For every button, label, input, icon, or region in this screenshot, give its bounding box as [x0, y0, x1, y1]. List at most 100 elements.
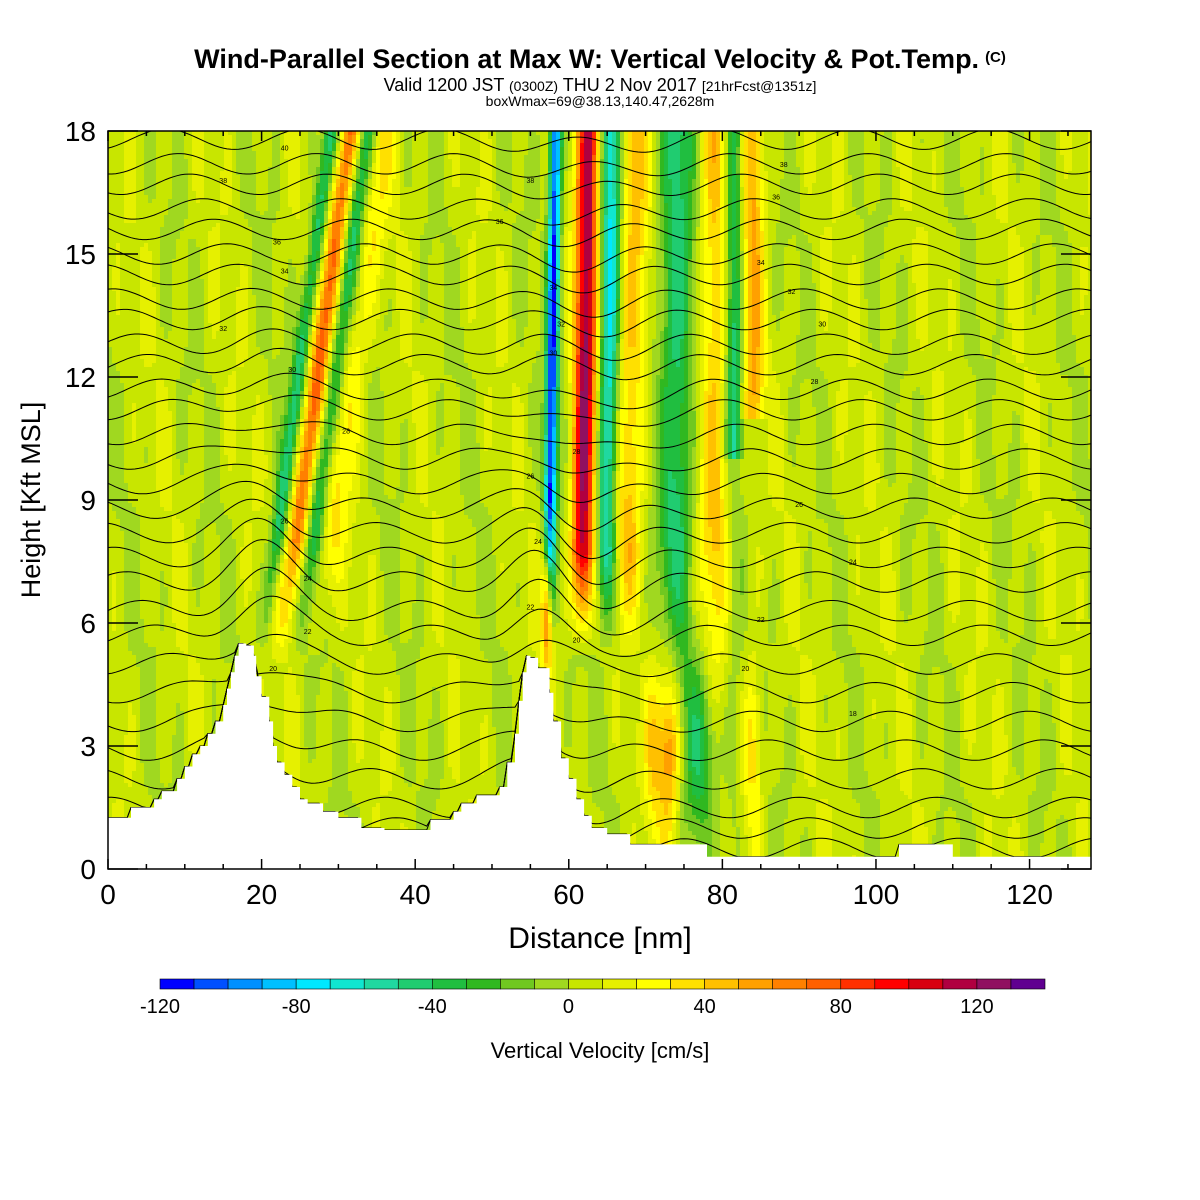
w-cell	[136, 647, 141, 652]
w-cell	[136, 563, 141, 568]
w-cell	[120, 383, 125, 388]
w-cell	[124, 339, 129, 344]
w-cell	[172, 711, 177, 716]
w-cell	[140, 235, 145, 240]
w-cell	[172, 163, 177, 168]
w-cell	[124, 595, 129, 600]
w-cell	[144, 579, 149, 584]
w-cell	[168, 647, 173, 652]
w-cell	[116, 583, 121, 588]
w-cell	[116, 807, 121, 812]
w-cell	[168, 631, 173, 636]
w-cell	[136, 719, 141, 724]
w-cell	[152, 499, 157, 504]
w-cell	[140, 195, 145, 200]
w-cell	[164, 667, 169, 672]
w-cell	[124, 647, 129, 652]
w-cell	[144, 647, 149, 652]
w-cell	[160, 531, 165, 536]
w-cell	[164, 251, 169, 256]
w-cell	[148, 795, 153, 800]
w-cell	[156, 515, 161, 520]
w-cell	[160, 291, 165, 296]
w-cell	[144, 583, 149, 588]
w-cell	[132, 527, 137, 532]
w-cell	[148, 459, 153, 464]
w-cell	[124, 239, 129, 244]
w-cell	[112, 403, 117, 408]
w-cell	[120, 263, 125, 268]
w-cell	[164, 443, 169, 448]
w-cell	[160, 475, 165, 480]
w-cell	[160, 555, 165, 560]
w-cell	[152, 611, 157, 616]
w-cell	[168, 675, 173, 680]
w-cell	[148, 755, 153, 760]
w-cell	[144, 507, 149, 512]
w-cell	[132, 183, 137, 188]
w-cell	[128, 519, 133, 524]
w-cell	[152, 783, 157, 788]
w-cell	[172, 739, 177, 744]
w-cell	[164, 511, 169, 516]
w-cell	[136, 707, 141, 712]
w-cell	[148, 363, 153, 368]
w-cell	[148, 143, 153, 148]
w-cell	[136, 471, 141, 476]
w-cell	[128, 203, 133, 208]
w-cell	[152, 391, 157, 396]
w-cell	[116, 579, 121, 584]
w-cell	[116, 167, 121, 172]
w-cell	[160, 287, 165, 292]
w-cell	[160, 195, 165, 200]
w-cell	[112, 159, 117, 164]
w-cell	[120, 363, 125, 368]
w-cell	[168, 391, 173, 396]
w-cell	[152, 507, 157, 512]
w-cell	[160, 187, 165, 192]
w-cell	[160, 523, 165, 528]
w-cell	[120, 323, 125, 328]
w-cell	[148, 643, 153, 648]
w-cell	[148, 499, 153, 504]
w-cell	[112, 355, 117, 360]
w-cell	[116, 591, 121, 596]
w-cell	[120, 431, 125, 436]
w-cell	[168, 223, 173, 228]
w-cell	[124, 219, 129, 224]
w-cell	[120, 403, 125, 408]
w-cell	[156, 523, 161, 528]
w-cell	[116, 775, 121, 780]
w-cell	[160, 139, 165, 144]
w-cell	[148, 151, 153, 156]
w-cell	[116, 747, 121, 752]
w-cell	[144, 799, 149, 804]
w-cell	[124, 263, 129, 268]
w-cell	[112, 579, 117, 584]
w-cell	[112, 535, 117, 540]
w-cell	[124, 783, 129, 788]
w-cell	[140, 151, 145, 156]
w-cell	[148, 375, 153, 380]
w-cell	[168, 727, 173, 732]
w-cell	[148, 211, 153, 216]
w-cell	[144, 235, 149, 240]
w-cell	[144, 243, 149, 248]
w-cell	[132, 711, 137, 716]
w-cell	[116, 479, 121, 484]
w-cell	[152, 695, 157, 700]
w-cell	[160, 243, 165, 248]
w-cell	[156, 591, 161, 596]
w-cell	[124, 319, 129, 324]
w-cell	[140, 167, 145, 172]
w-cell	[172, 723, 177, 728]
w-cell	[168, 159, 173, 164]
w-cell	[120, 495, 125, 500]
w-cell	[128, 459, 133, 464]
w-cell	[136, 363, 141, 368]
w-cell	[144, 319, 149, 324]
w-cell	[148, 147, 153, 152]
w-cell	[124, 343, 129, 348]
w-cell	[124, 275, 129, 280]
w-cell	[160, 783, 165, 788]
